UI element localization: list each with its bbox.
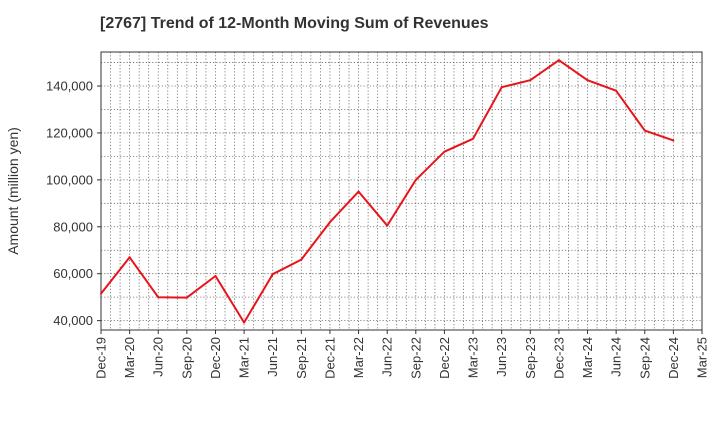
- x-tick-label: Mar-21: [237, 337, 252, 378]
- data-point: [100, 292, 102, 295]
- x-tick-label: Sep-20: [179, 337, 194, 379]
- data-point: [386, 224, 389, 227]
- data-point: [300, 258, 303, 261]
- x-tick-label: Mar-20: [122, 337, 137, 378]
- x-tick-label: Mar-25: [695, 337, 710, 378]
- data-point: [157, 296, 160, 299]
- data-point: [185, 296, 188, 299]
- data-point: [500, 86, 503, 89]
- data-point: [586, 79, 589, 82]
- data-point: [472, 137, 475, 140]
- data-point: [672, 139, 675, 142]
- x-tick-label: Jun-22: [380, 337, 395, 377]
- data-point: [443, 150, 446, 153]
- chart-title: [2767] Trend of 12-Month Moving Sum of R…: [100, 15, 489, 32]
- x-tick-label: Dec-19: [94, 337, 109, 379]
- y-axis-label: Amount (million yen): [5, 127, 21, 255]
- x-tick-label: Mar-22: [351, 337, 366, 378]
- x-tick-label: Jun-23: [494, 337, 509, 377]
- x-tick-label: Dec-24: [666, 337, 681, 379]
- x-tick-label: Jun-24: [609, 337, 624, 377]
- data-point: [529, 79, 532, 82]
- x-tick-label: Dec-20: [208, 337, 223, 379]
- x-tick-label: Dec-22: [437, 337, 452, 379]
- data-point: [271, 273, 274, 276]
- x-tick-label: Jun-21: [265, 337, 280, 377]
- data-point: [128, 256, 131, 259]
- x-tick-label: Sep-21: [294, 337, 309, 379]
- data-point: [615, 89, 618, 92]
- x-tick-label: Sep-24: [637, 337, 652, 379]
- y-tick-label: 120,000: [46, 125, 93, 140]
- data-point: [328, 221, 331, 224]
- x-tick-label: Mar-23: [466, 337, 481, 378]
- y-tick-label: 100,000: [46, 172, 93, 187]
- x-tick-label: Mar-24: [580, 337, 595, 378]
- data-point: [243, 321, 246, 324]
- y-tick-label: 40,000: [53, 313, 93, 328]
- x-tick-label: Sep-22: [408, 337, 423, 379]
- data-point: [557, 59, 560, 62]
- x-tick-label: Dec-23: [551, 337, 566, 379]
- data-point: [357, 190, 360, 193]
- plot-frame: [100, 51, 703, 331]
- y-tick-label: 140,000: [46, 79, 93, 94]
- data-point: [414, 178, 417, 181]
- y-tick-label: 60,000: [53, 266, 93, 281]
- data-point: [643, 129, 646, 132]
- x-tick-label: Jun-20: [151, 337, 166, 377]
- x-tick-label: Dec-21: [322, 337, 337, 379]
- y-tick-label: 80,000: [53, 219, 93, 234]
- data-point: [214, 275, 217, 278]
- x-tick-label: Sep-23: [523, 337, 538, 379]
